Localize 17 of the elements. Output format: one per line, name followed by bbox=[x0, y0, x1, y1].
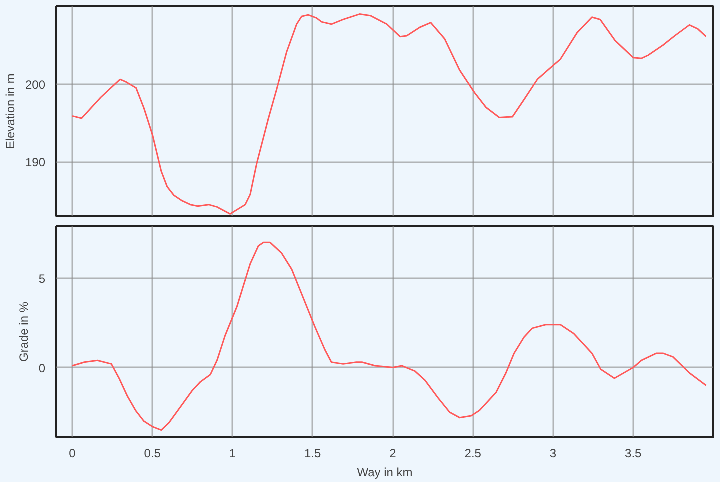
y-tick-label: 200 bbox=[25, 78, 46, 92]
x-tick-label: 0.5 bbox=[144, 446, 162, 460]
line-series bbox=[72, 242, 708, 432]
y-tick-label: 5 bbox=[38, 272, 46, 286]
y-tick-label: 190 bbox=[25, 156, 46, 170]
x-tick-label: 2.5 bbox=[464, 446, 482, 460]
x-tick-label: 3.5 bbox=[625, 446, 642, 460]
line-series bbox=[72, 14, 708, 215]
x-tick-label: 2 bbox=[390, 446, 397, 460]
x-tick-label: 1.5 bbox=[304, 446, 322, 460]
y-axis-title: Elevation in m bbox=[3, 74, 18, 150]
x-tick-label: 0 bbox=[69, 446, 76, 460]
y-axis-title: Grade in % bbox=[16, 302, 31, 362]
y-tick-label: 0 bbox=[38, 361, 46, 376]
x-tick-label: 1 bbox=[229, 446, 236, 460]
x-axis-title: Way in km bbox=[357, 466, 413, 480]
x-tick-label: 3 bbox=[550, 446, 557, 460]
